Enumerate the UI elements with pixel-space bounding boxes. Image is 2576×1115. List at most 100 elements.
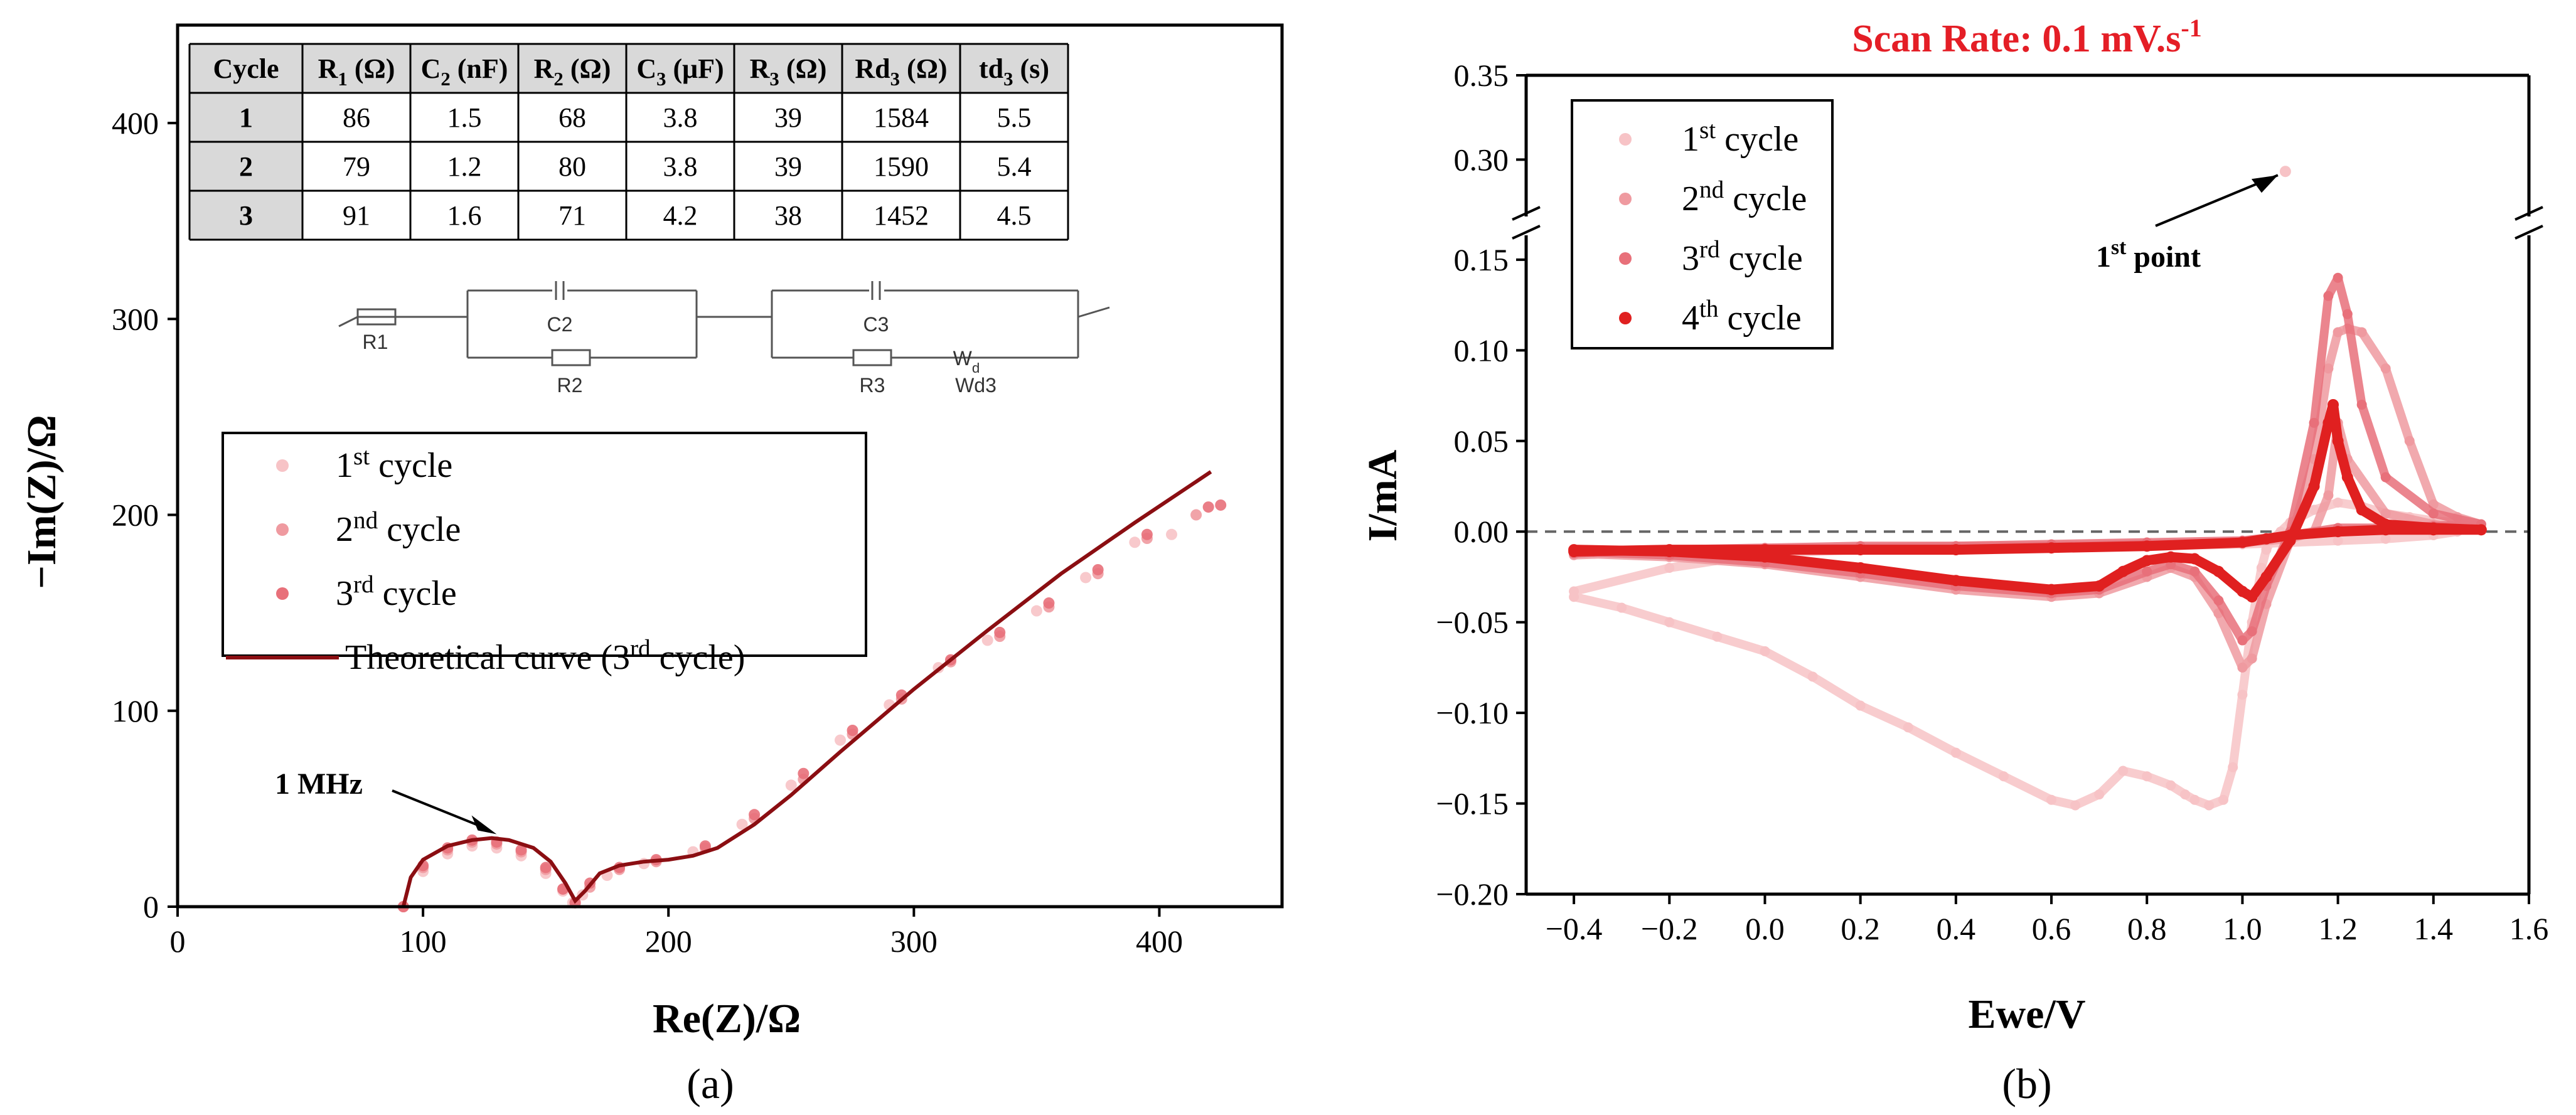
point-b-s2-12 bbox=[2247, 653, 2257, 664]
axis-break-left-b bbox=[1512, 225, 1541, 240]
point-b-s4-36 bbox=[1664, 544, 1675, 556]
point-a-s1-13 bbox=[736, 818, 748, 830]
legend-b-marker-2 bbox=[1619, 252, 1632, 265]
table-header-4-part-0: C bbox=[636, 53, 656, 84]
point-b-s1-6 bbox=[1855, 700, 1866, 711]
point-a-s2-22 bbox=[1190, 509, 1202, 521]
panel-a-label: (a) bbox=[687, 1060, 734, 1107]
legend-a-label-3-part-0: Theoretical curve (3 bbox=[345, 638, 630, 677]
table-header-4-part-2: (μF) bbox=[666, 53, 724, 84]
point-b-s4-13 bbox=[2246, 591, 2258, 603]
table-cell-r2-c0: 3 bbox=[239, 200, 253, 231]
circuit-label-wd-part-0: W bbox=[953, 347, 973, 370]
legend-a-label-0-part-0: 1 bbox=[336, 446, 353, 485]
point-b-s4-27 bbox=[2332, 526, 2344, 538]
point-b-s1-48 bbox=[1569, 586, 1579, 597]
table-header-0-part-0: Cycle bbox=[213, 53, 279, 84]
point-b-s2-30 bbox=[2323, 490, 2334, 501]
table-cell-r0-c3: 68 bbox=[558, 102, 586, 133]
table-header-bg bbox=[190, 44, 1068, 93]
table-header-1-part-2: (Ω) bbox=[348, 53, 395, 84]
panel-b-ytick-label-4: 0.00 bbox=[1454, 514, 1509, 549]
table-cell-r1-c3: 80 bbox=[558, 151, 586, 182]
point-b-s3-7 bbox=[2142, 566, 2152, 577]
table-header-5-part-1: 3 bbox=[769, 68, 779, 90]
point-a-s3-23 bbox=[1215, 499, 1227, 511]
panel-b-title: Scan Rate: 0.1 mV.s-1 bbox=[1852, 14, 2201, 60]
point-b-s1-47 bbox=[1664, 563, 1675, 573]
point-b-s4-26 bbox=[2380, 524, 2392, 536]
panel-b-axes: −0.4 −0.2 0.0 0.2 0.4 0.6 0.8 1.0 1.2 1.4 1.6 −0.20… bbox=[1436, 58, 2548, 946]
point-b-s4-24 bbox=[2475, 524, 2487, 536]
point-a-s3-12 bbox=[699, 840, 711, 852]
panel-b-xtick-label-9: 1.4 bbox=[2414, 911, 2454, 946]
legend-b-label-2-part-1: rd bbox=[1699, 236, 1720, 263]
point-b-s3-16 bbox=[2323, 291, 2334, 301]
panel-b-y-axis-title: I/mA bbox=[1360, 449, 1406, 541]
legend-a-label-0-part-1: st bbox=[353, 443, 370, 470]
point-a-s1-15 bbox=[835, 734, 846, 746]
panel-b-ytick-label-7: 0.15 bbox=[1454, 242, 1509, 277]
panel-b-ytick-label-3: −0.05 bbox=[1436, 605, 1509, 640]
point-b-s4-16 bbox=[2308, 481, 2320, 492]
annotation-first-point-part-1: st bbox=[2111, 236, 2127, 259]
axis-break-left-a bbox=[1512, 206, 1541, 221]
legend-a-label-1-part-1: nd bbox=[353, 507, 378, 534]
point-b-s3-15 bbox=[2309, 417, 2319, 428]
table-cell-r1-c1: 79 bbox=[343, 151, 370, 182]
panel-b-xtick-label-10: 1.6 bbox=[2509, 911, 2549, 946]
circuit-wire-out bbox=[1077, 306, 1110, 318]
table-header-5-part-0: R bbox=[750, 53, 771, 84]
point-b-s4-9 bbox=[2165, 551, 2177, 563]
annotation-1mhz: 1 MHz bbox=[275, 767, 363, 801]
point-b-s1-16 bbox=[2180, 789, 2191, 800]
point-b-s4-32 bbox=[2046, 542, 2058, 554]
legend-a-label-2-part-0: 3 bbox=[336, 574, 353, 613]
legend-b-label-2-part-0: 3 bbox=[1682, 239, 1699, 278]
circuit-label-r1: R1 bbox=[363, 331, 388, 353]
circuit-r2 bbox=[551, 349, 591, 366]
legend-b-label-1-part-0: 2 bbox=[1682, 179, 1699, 218]
point-a-s3-19 bbox=[1043, 597, 1055, 609]
table-cell-r0-c4: 3.8 bbox=[663, 102, 698, 133]
circuit-r3 bbox=[852, 349, 892, 366]
annotation-first-point-part-0: 1 bbox=[2096, 240, 2111, 274]
circuit-label-wd3: Wd3 bbox=[955, 374, 997, 397]
legend-b-label-3: 4th cycle bbox=[1682, 296, 1802, 338]
table-header-2: C2 (nF) bbox=[421, 53, 508, 90]
legend-b-label-3-part-2: cycle bbox=[1718, 299, 1801, 338]
panel-a-axes: 0 100 200 300 400 0 100 200 300 400 bbox=[112, 23, 1284, 959]
panel-a-xtick-label-0: 0 bbox=[170, 924, 186, 959]
legend-a-label-3: Theoretical curve (3rd cycle) bbox=[345, 635, 745, 677]
point-b-s1-29 bbox=[2333, 498, 2343, 508]
point-b-s4-33 bbox=[1950, 544, 1962, 556]
legend-a-label-2: 3rd cycle bbox=[336, 571, 457, 613]
table-header-0: Cycle bbox=[213, 53, 279, 84]
table-header-7-part-0: td bbox=[979, 53, 1003, 84]
first-point-marker bbox=[2279, 166, 2291, 178]
point-b-s4-3 bbox=[1854, 562, 1866, 574]
panel-b-ytick-label-0: −0.20 bbox=[1436, 877, 1509, 912]
table-header-1-part-1: 1 bbox=[338, 68, 347, 90]
table-header-2-part-1: 2 bbox=[441, 68, 450, 90]
point-b-s4-21 bbox=[2356, 504, 2368, 516]
panel-a-ytick-label-1: 100 bbox=[112, 693, 159, 728]
point-b-s1-10 bbox=[2046, 794, 2057, 805]
point-b-s3-11 bbox=[2237, 635, 2248, 646]
point-b-s1-9 bbox=[1998, 771, 2009, 782]
panel-b-xtick-label-1: −0.2 bbox=[1641, 911, 1698, 946]
point-a-s3-14 bbox=[798, 767, 810, 779]
point-b-s1-38 bbox=[2380, 533, 2391, 544]
point-b-s4-20 bbox=[2341, 471, 2353, 483]
panel-b-ytick-label-6: 0.10 bbox=[1454, 333, 1509, 368]
table-firstcol-bg bbox=[190, 93, 302, 240]
point-b-s4-19 bbox=[2332, 435, 2344, 447]
table-cell-r2-c3: 71 bbox=[558, 200, 586, 231]
annotation-arrow-head bbox=[471, 815, 497, 835]
point-b-s3-10 bbox=[2213, 595, 2224, 606]
point-b-s1-3 bbox=[1712, 631, 1723, 642]
legend-b-marker-1 bbox=[1619, 193, 1632, 205]
panel-a-x-axis-title: Re(Z)/Ω bbox=[653, 996, 801, 1042]
